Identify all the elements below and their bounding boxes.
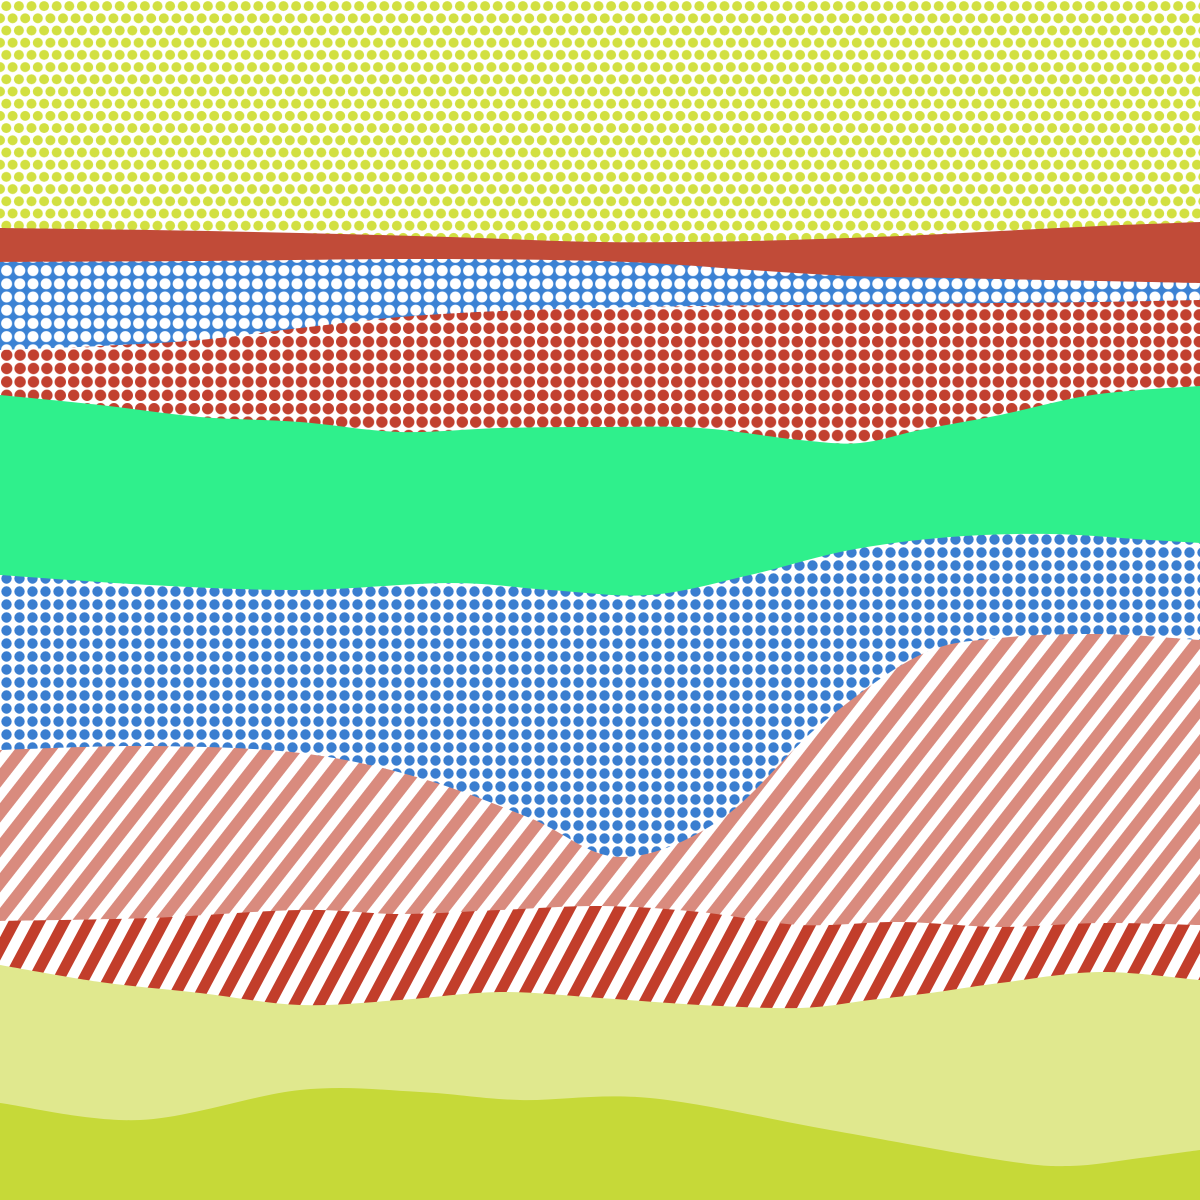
foreground-green-field-layer — [0, 1088, 1200, 1200]
